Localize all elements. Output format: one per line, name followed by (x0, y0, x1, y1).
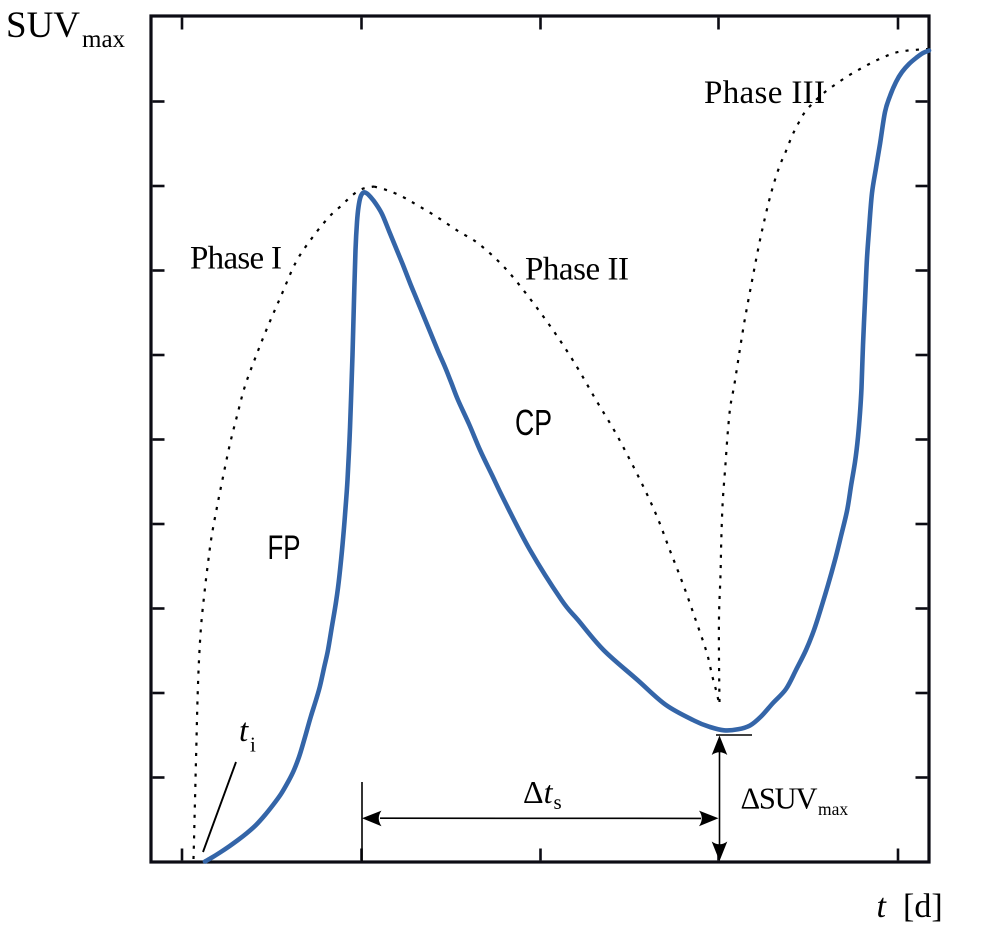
svg-text:s: s (554, 790, 562, 814)
svg-text:t: t (877, 888, 888, 925)
svg-text:i: i (250, 733, 256, 757)
svg-text:max: max (82, 26, 126, 53)
svg-text:Phase III: Phase III (704, 75, 825, 111)
svg-text:max: max (818, 799, 848, 819)
svg-text:Phase I: Phase I (190, 240, 282, 276)
svg-text:t: t (239, 713, 249, 749)
svg-text:SUV: SUV (6, 5, 80, 46)
svg-text:ΔSUV: ΔSUV (741, 782, 818, 816)
svg-text:CP: CP (515, 402, 552, 443)
svg-text:FP: FP (268, 529, 301, 567)
svg-text:Δt: Δt (523, 774, 554, 810)
svg-text:[d]: [d] (903, 888, 943, 925)
svg-text:Phase II: Phase II (525, 251, 629, 287)
